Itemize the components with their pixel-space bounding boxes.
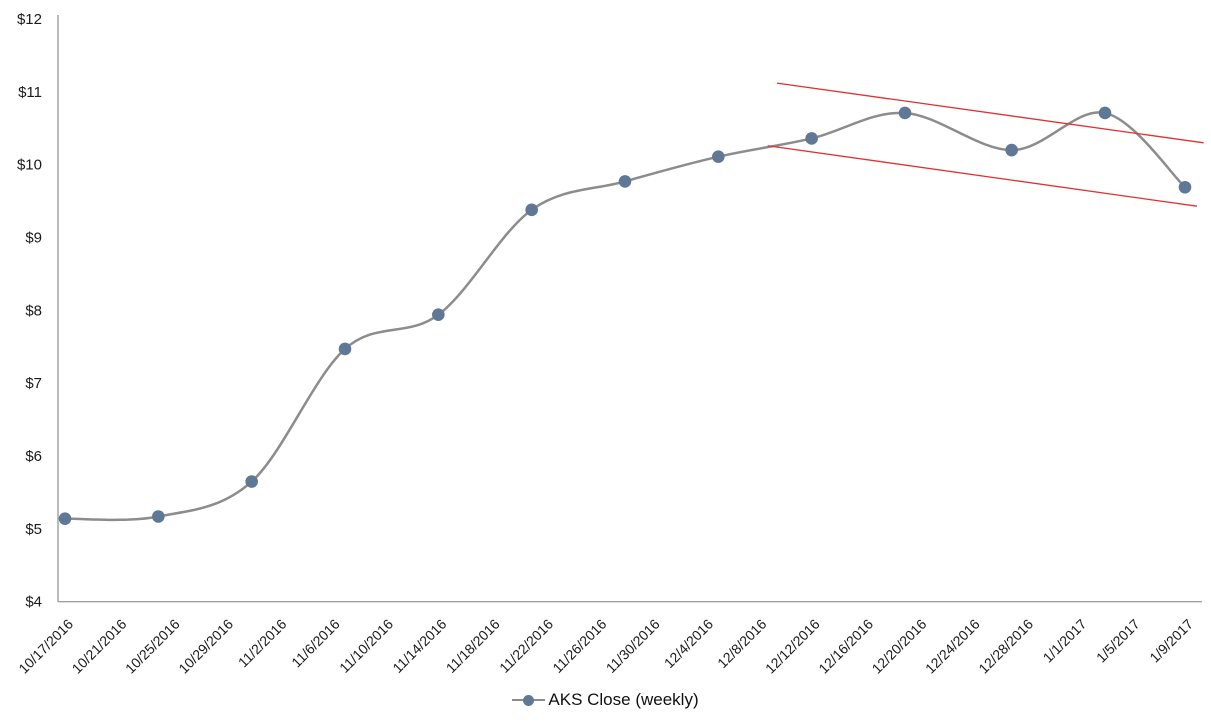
trendline-lower [767,145,1198,207]
trendline-upper [776,82,1204,144]
x-axis-tick-label: 10/25/2016 [122,616,183,677]
x-axis-tick-label: 11/18/2016 [443,616,503,676]
series-line [63,111,1187,522]
data-point-marker [338,342,352,356]
legend: AKS Close (weekly) [0,690,1211,710]
x-axis-tick-label: 12/24/2016 [922,616,983,677]
data-point-marker [525,203,538,217]
data-point-marker [712,150,725,163]
legend-line-marker-icon [512,694,546,707]
data-point-marker [1178,180,1192,194]
x-axis-tick-label: 10/29/2016 [175,616,236,677]
x-axis-tick-label: 11/26/2016 [549,616,609,676]
data-point-marker [805,132,818,145]
data-point-marker [245,475,258,488]
y-axis-tick-label: $5 [25,521,42,538]
x-axis-tick-label: 11/6/2016 [288,616,343,671]
data-point-marker [1098,106,1112,120]
x-axis-tick-label: 11/14/2016 [389,616,449,676]
x-axis-tick-label: 11/22/2016 [496,616,556,676]
y-axis-tick-label: $7 [25,375,42,392]
x-axis-tick-label: 1/5/2017 [1093,616,1143,666]
data-point-marker [58,512,72,525]
x-axis-tick-label: 10/21/2016 [69,616,130,677]
x-axis-tick-label: 12/12/2016 [762,616,823,677]
data-point-marker [618,175,632,188]
y-axis-tick-label: $12 [17,11,42,28]
y-axis-tick-label: $10 [17,157,42,174]
y-axis-tick-label: $9 [25,230,42,247]
x-axis-tick-label: 12/16/2016 [815,616,876,677]
y-axis-tick-label: $11 [18,84,42,101]
data-point-marker [432,308,445,322]
y-axis-tick-label: $6 [25,448,42,465]
x-axis-tick-label: 12/28/2016 [975,616,1036,677]
data-point-marker [152,510,165,523]
x-axis-tick-label: 11/10/2016 [336,616,396,676]
x-axis-tick-label: 11/2/2016 [235,616,290,671]
x-axis-tick-label: 10/17/2016 [15,616,76,677]
data-point-marker [1005,143,1018,157]
x-axis-tick-label: 12/8/2016 [714,616,770,672]
data-point-marker [898,106,912,120]
legend-label: AKS Close (weekly) [548,690,699,709]
x-axis-tick-label: 12/4/2016 [661,616,717,672]
x-axis-tick-label: 11/30/2016 [603,616,663,676]
x-axis-tick-label: 12/20/2016 [869,616,930,677]
y-axis-tick-label: $4 [25,594,42,611]
legend-marker-dot [523,694,535,706]
y-axis-tick-label: $8 [25,302,42,319]
x-axis-tick-label: 1/1/2017 [1040,616,1090,666]
x-axis-tick-label: 1/9/2017 [1146,616,1196,666]
